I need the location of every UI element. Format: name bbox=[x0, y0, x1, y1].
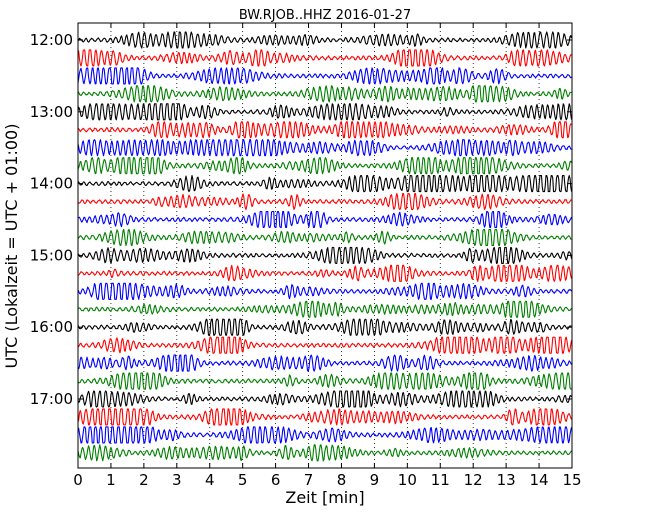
x-tick-label: 8 bbox=[337, 471, 347, 489]
y-tick-label: 12:00 bbox=[30, 31, 73, 49]
x-tick-label: 13 bbox=[497, 471, 516, 489]
seismic-trace bbox=[77, 426, 573, 444]
seismic-trace bbox=[77, 408, 572, 426]
x-tick-label: 1 bbox=[106, 471, 116, 489]
y-tick-label: 16:00 bbox=[30, 318, 73, 336]
seismic-trace bbox=[77, 157, 573, 175]
seismic-trace bbox=[77, 300, 572, 318]
y-tick-label: 17:00 bbox=[30, 390, 73, 408]
seismic-trace bbox=[77, 210, 573, 229]
seismic-trace bbox=[77, 193, 572, 211]
x-tick-label: 2 bbox=[139, 471, 149, 489]
seismic-trace bbox=[77, 372, 572, 390]
seismic-trace bbox=[77, 246, 573, 264]
seismic-trace bbox=[77, 31, 573, 49]
seismic-trace bbox=[77, 444, 572, 462]
x-axis-label: Zeit [min] bbox=[285, 488, 364, 507]
seismic-trace bbox=[77, 354, 572, 372]
seismic-trace bbox=[77, 336, 573, 354]
x-tick-label: 12 bbox=[464, 471, 483, 489]
seismic-trace bbox=[77, 103, 573, 121]
trace-layer bbox=[77, 31, 573, 462]
y-axis-label: UTC (Lokalzeit = UTC + 01:00) bbox=[2, 124, 21, 369]
x-tick-label: 14 bbox=[530, 471, 549, 489]
seismic-trace bbox=[77, 139, 572, 157]
seismic-trace bbox=[77, 282, 572, 300]
seismic-trace bbox=[77, 49, 572, 67]
seismic-trace bbox=[77, 175, 573, 193]
x-tick-label: 7 bbox=[304, 471, 314, 489]
seismic-trace bbox=[77, 121, 572, 139]
x-tick-label: 3 bbox=[172, 471, 182, 489]
x-tick-label: 5 bbox=[238, 471, 248, 489]
x-tick-label: 10 bbox=[398, 471, 417, 489]
x-tick-label: 4 bbox=[205, 471, 215, 489]
seismic-trace bbox=[77, 264, 573, 282]
x-tick-label: 9 bbox=[370, 471, 380, 489]
x-tick-label: 15 bbox=[562, 471, 581, 489]
y-tick-label: 14:00 bbox=[30, 175, 73, 193]
x-tick-label: 0 bbox=[73, 471, 83, 489]
seismic-trace bbox=[77, 85, 572, 103]
plot-frame bbox=[77, 22, 573, 469]
seismic-trace bbox=[77, 390, 572, 408]
seismic-trace bbox=[77, 228, 572, 246]
y-tick-label: 15:00 bbox=[30, 246, 73, 264]
chart-title: BW.RJOB..HHZ 2016-01-27 bbox=[239, 8, 411, 23]
seismic-trace bbox=[77, 67, 572, 85]
x-tick-label: 6 bbox=[271, 471, 281, 489]
y-tick-label: 13:00 bbox=[30, 103, 73, 121]
tick-layer: 0 1 2 3 4 5 6 7 8 9 10 11 12 13 14 1512:0013:0014:0015:… bbox=[30, 23, 582, 489]
seismic-trace bbox=[77, 318, 572, 336]
x-tick-label: 11 bbox=[431, 471, 450, 489]
